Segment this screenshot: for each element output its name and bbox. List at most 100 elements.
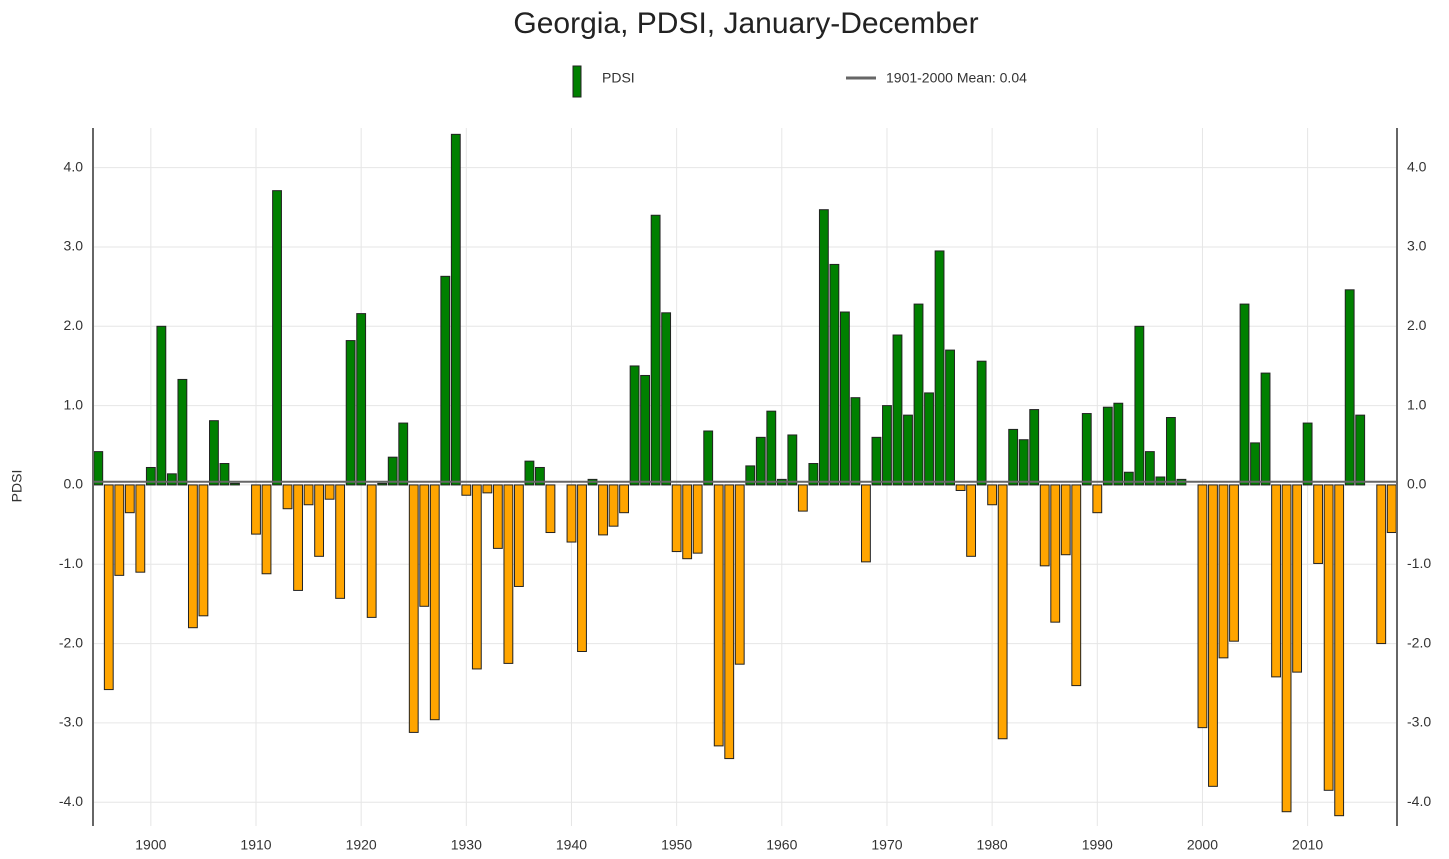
x-tick-label: 1970 (871, 837, 902, 853)
bar (1144, 451, 1155, 486)
bar (1102, 406, 1113, 486)
y2-tick-label: 1.0 (1407, 396, 1427, 412)
bar (461, 484, 472, 496)
x-tick-label: 1910 (240, 837, 271, 853)
bar (1292, 484, 1303, 673)
bar (976, 360, 987, 486)
bar (682, 484, 693, 560)
bar (850, 397, 861, 486)
bar (335, 484, 346, 599)
bar (1334, 484, 1345, 817)
bar (608, 484, 619, 527)
bar (282, 484, 293, 510)
bar (230, 482, 240, 486)
legend-swatch (572, 65, 582, 98)
bar (934, 250, 945, 486)
bar (303, 484, 314, 506)
bar (1323, 484, 1334, 791)
bar (1197, 484, 1208, 729)
y-tick-label: 3.0 (64, 238, 84, 254)
x-tick-label: 1940 (556, 837, 587, 853)
y2-tick-label: -3.0 (1407, 714, 1431, 730)
legend-label: PDSI (602, 70, 635, 86)
bar (1355, 414, 1366, 486)
bar (745, 465, 756, 486)
bar (861, 484, 871, 563)
bar (945, 349, 955, 486)
y-tick-label: -1.0 (59, 555, 83, 571)
bar (324, 484, 335, 500)
bar (1071, 484, 1082, 687)
bar (1260, 372, 1271, 486)
bar (924, 392, 934, 486)
bar (251, 484, 261, 535)
bar (93, 451, 104, 486)
bar (818, 209, 829, 486)
bar (187, 484, 198, 629)
y-axis-label: PDSI (9, 470, 25, 503)
bar (198, 484, 209, 617)
bar (577, 484, 587, 652)
y-tick-label: -2.0 (59, 634, 83, 650)
bar (713, 484, 724, 747)
bar (1081, 413, 1092, 486)
bar (103, 484, 114, 691)
y-tick-label: -4.0 (59, 793, 83, 809)
bar (408, 484, 419, 733)
y2-tick-label: 3.0 (1407, 238, 1427, 254)
bar (671, 484, 682, 553)
bar (1239, 303, 1250, 486)
bar (1313, 484, 1324, 564)
bar (808, 463, 819, 486)
bar (1060, 484, 1071, 556)
bar (1302, 422, 1313, 486)
bar (839, 311, 850, 486)
bar (272, 190, 282, 486)
bar (440, 275, 451, 486)
bar (766, 410, 777, 486)
bar (1113, 402, 1124, 486)
bar (598, 484, 608, 536)
bar (356, 313, 367, 486)
bar (1386, 484, 1397, 534)
bar (966, 484, 977, 557)
y-tick-label: -3.0 (59, 714, 83, 730)
bar (450, 133, 461, 486)
bar (650, 214, 661, 486)
bar (703, 430, 714, 486)
bar (219, 463, 230, 486)
bar (471, 484, 482, 670)
bar (513, 484, 524, 587)
y2-tick-label: 4.0 (1407, 158, 1427, 174)
bar (882, 405, 892, 486)
y-tick-label: 4.0 (64, 158, 84, 174)
bar (640, 374, 651, 486)
bar (913, 303, 924, 486)
x-tick-label: 1900 (135, 837, 166, 853)
bar (535, 466, 545, 486)
bar (429, 484, 440, 721)
bar (1281, 484, 1292, 813)
bar (871, 436, 882, 486)
bar (345, 340, 356, 486)
bar (398, 422, 409, 486)
x-tick-label: 1960 (766, 837, 797, 853)
bar (524, 460, 535, 486)
bar (955, 484, 966, 491)
y2-tick-label: -2.0 (1407, 634, 1431, 650)
bar (734, 484, 745, 665)
bar (1218, 484, 1229, 659)
bar (755, 436, 766, 486)
bar (566, 484, 577, 543)
bar (1123, 471, 1134, 486)
bar (619, 484, 629, 514)
bar (209, 420, 219, 486)
chart-title: Georgia, PDSI, January-December (513, 7, 978, 40)
bar (1050, 484, 1061, 623)
y2-tick-label: -4.0 (1407, 793, 1431, 809)
bar (135, 484, 146, 573)
bar (724, 484, 735, 760)
bar (156, 325, 167, 486)
bar (1344, 289, 1355, 486)
